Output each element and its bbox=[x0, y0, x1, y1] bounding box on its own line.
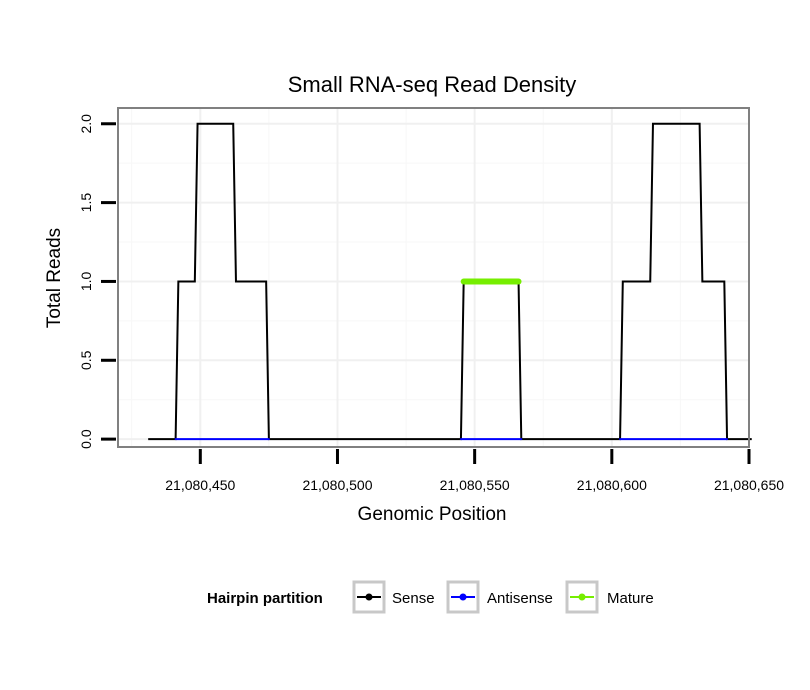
x-tick-label: 21,080,450 bbox=[165, 477, 235, 493]
legend-key-point bbox=[578, 593, 586, 601]
x-axis: 21,080,450 21,080,500 21,080,550 21,080,600… bbox=[165, 449, 784, 493]
y-tick-label: 2.0 bbox=[78, 114, 94, 134]
legend-item-antisense: Antisense bbox=[446, 580, 553, 614]
y-axis: 0.0 0.5 1.0 1.5 2.0 bbox=[78, 114, 116, 449]
plot-background bbox=[118, 108, 749, 447]
x-tick-label: 21,080,600 bbox=[577, 477, 647, 493]
x-tick-label: 21,080,500 bbox=[302, 477, 372, 493]
x-tick-label: 21,080,550 bbox=[440, 477, 510, 493]
y-tick-label: 1.0 bbox=[78, 272, 94, 292]
chart-title: Small RNA-seq Read Density bbox=[288, 72, 577, 97]
legend-title: Hairpin partition bbox=[207, 590, 323, 607]
legend-label-mature: Mature bbox=[607, 590, 654, 607]
y-tick-label: 0.5 bbox=[78, 350, 94, 370]
y-tick-label: 1.5 bbox=[78, 193, 94, 213]
y-tick-label: 0.0 bbox=[78, 429, 94, 449]
legend: Hairpin partition Sense Antisense Mature bbox=[207, 580, 654, 614]
legend-key-point bbox=[459, 593, 467, 601]
series-layer bbox=[148, 122, 752, 441]
y-axis-title: Total Reads bbox=[44, 228, 65, 328]
legend-label-sense: Sense bbox=[392, 590, 435, 607]
legend-label-antisense: Antisense bbox=[487, 590, 553, 607]
x-axis-title: Genomic Position bbox=[358, 504, 507, 525]
legend-item-mature: Mature bbox=[565, 580, 654, 614]
x-tick-label: 21,080,650 bbox=[714, 477, 784, 493]
legend-key-point bbox=[365, 593, 373, 601]
legend-item-sense: Sense bbox=[352, 580, 435, 614]
plot-border bbox=[117, 107, 750, 448]
